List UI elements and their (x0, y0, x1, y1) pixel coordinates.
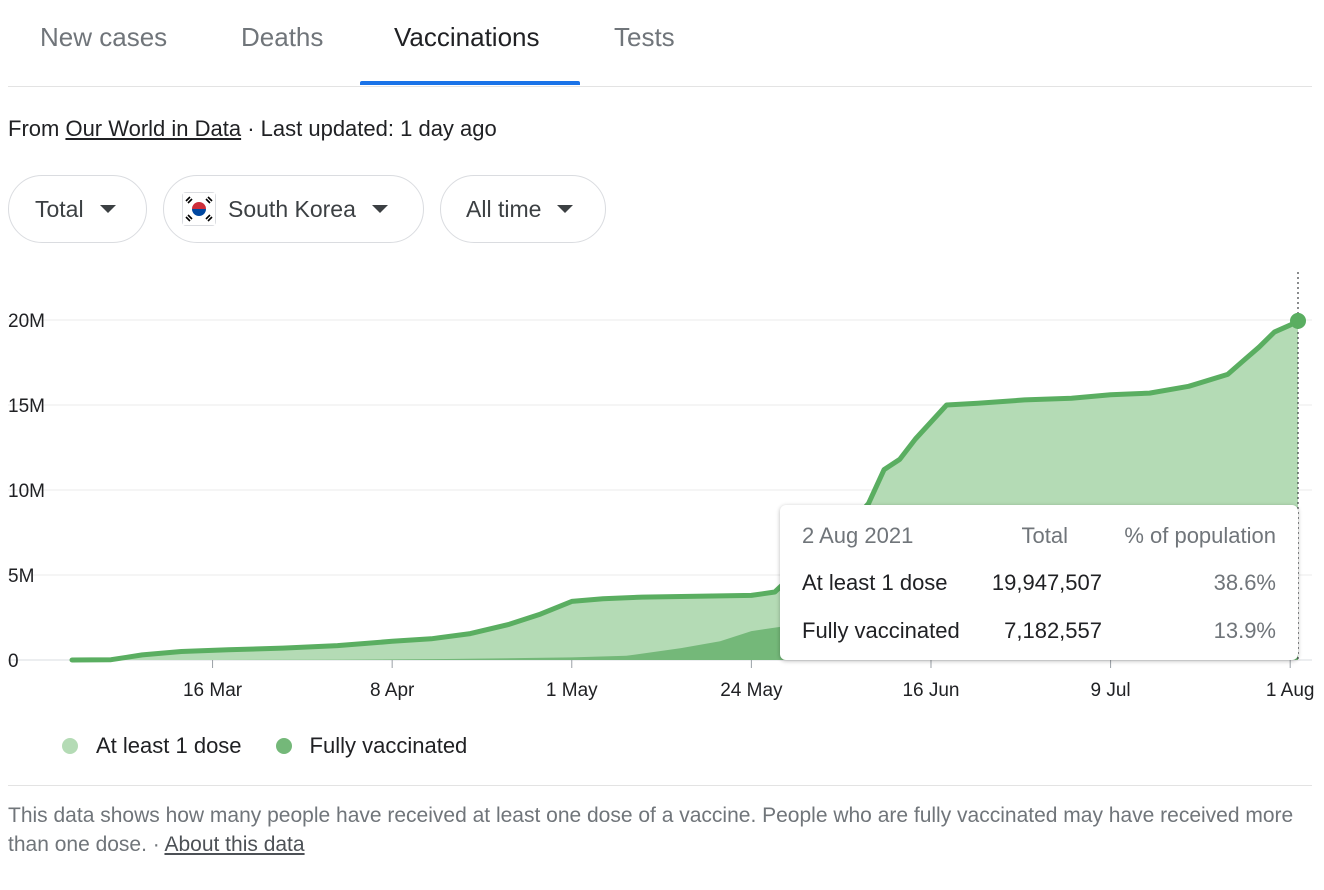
x-axis-ticks: 16 Mar 8 Apr 1 May 24 May 16 Jun 9 Jul 1 Aug (183, 660, 1315, 701)
active-tab-indicator (360, 81, 580, 85)
tab-deaths[interactable]: Deaths (241, 22, 324, 52)
source-link[interactable]: Our World in Data (65, 116, 242, 141)
legend-swatch-fully (275, 738, 292, 754)
x-tick-label: 1 May (546, 680, 598, 701)
tooltip-date: 2 Aug 2021 (802, 523, 914, 548)
about-data-link[interactable]: About this data (164, 833, 305, 856)
tooltip-row-total: 19,947,507 (991, 570, 1102, 595)
tab-tests[interactable]: Tests (614, 22, 675, 52)
x-tick-label: 16 Mar (183, 680, 243, 701)
tooltip-row-total: 7,182,557 (1004, 618, 1102, 643)
range-dropdown-label: All time (466, 195, 542, 222)
chart-tooltip: 2 Aug 2021 Total % of population At leas… (780, 505, 1298, 660)
tab-vaccinations[interactable]: Vaccinations (394, 22, 540, 52)
footer-text: This data shows how many people have rec… (8, 804, 1294, 856)
tooltip-row-pct: 13.9% (1213, 618, 1276, 643)
hover-point-marker (1290, 312, 1306, 329)
chart-legend: At least 1 dose Fully vaccinated (62, 733, 467, 759)
tooltip-col-total: Total (1021, 523, 1068, 548)
x-tick-label: 9 Jul (1091, 680, 1131, 701)
chart-tabs: New cases Deaths Vaccinations Tests (8, 0, 1312, 87)
y-tick-label: 5M (8, 566, 34, 587)
tooltip-row-pct: 38.6% (1213, 570, 1276, 595)
chevron-down-icon (557, 205, 574, 213)
source-line: From Our World in Data · Last updated: 1… (8, 116, 497, 142)
chevron-down-icon (99, 205, 116, 213)
y-axis-ticks: 0 5M 10M 15M 20M (8, 311, 45, 672)
x-tick-label: 8 Apr (370, 680, 415, 701)
country-dropdown[interactable]: South Korea (163, 175, 424, 243)
range-dropdown[interactable]: All time (440, 175, 606, 243)
y-tick-label: 15M (8, 396, 45, 417)
x-tick-label: 1 Aug (1266, 680, 1315, 701)
chevron-down-icon (371, 205, 388, 213)
tooltip-row-label: Fully vaccinated (802, 618, 960, 643)
last-updated-text: · Last updated: 1 day ago (241, 116, 497, 141)
footer-divider (8, 785, 1312, 786)
legend-label-at-least-one: At least 1 dose (96, 733, 242, 758)
south-korea-flag-icon (182, 192, 216, 226)
hover-cursor-layer (1290, 272, 1306, 660)
x-tick-label: 24 May (720, 680, 783, 701)
tooltip-row-label: At least 1 dose (802, 570, 948, 595)
metric-dropdown-label: Total (35, 195, 84, 222)
y-tick-label: 20M (8, 311, 45, 332)
tooltip-col-pct: % of population (1124, 523, 1276, 548)
metric-dropdown[interactable]: Total (8, 175, 147, 243)
data-description: This data shows how many people have rec… (8, 801, 1298, 859)
source-prefix: From (8, 116, 66, 141)
country-dropdown-label: South Korea (228, 195, 356, 222)
legend-label-fully: Fully vaccinated (309, 733, 468, 758)
x-tick-label: 16 Jun (902, 680, 959, 701)
y-tick-label: 0 (8, 651, 19, 672)
legend-swatch-at-least-one (62, 738, 78, 754)
tab-new-cases[interactable]: New cases (40, 22, 168, 52)
y-tick-label: 10M (8, 481, 45, 502)
